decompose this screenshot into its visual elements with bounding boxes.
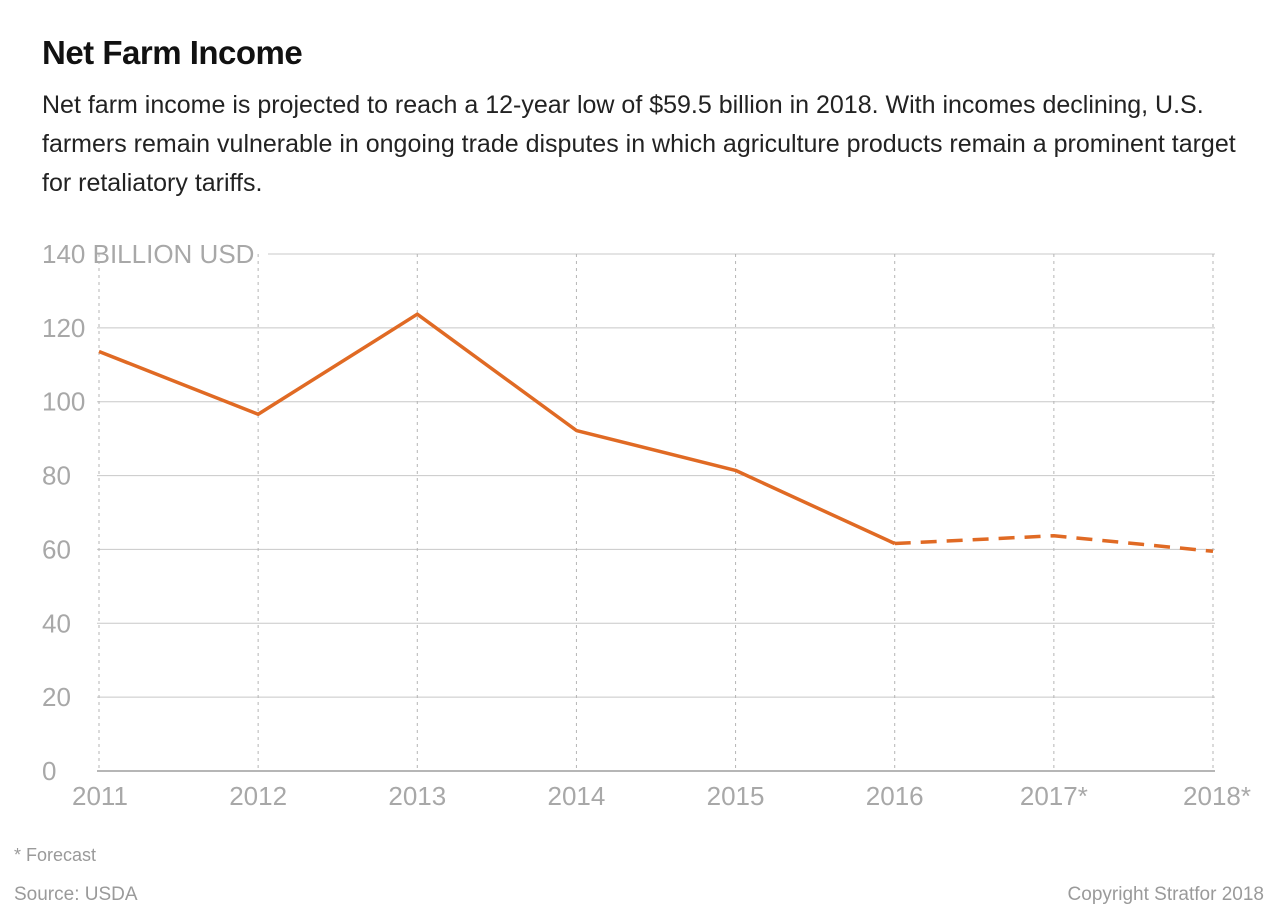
y-tick-label: 140 BILLION USD	[42, 239, 254, 269]
y-tick-label: 100	[42, 387, 85, 417]
series-line-actual	[98, 312, 896, 546]
chart-subtitle: Net farm income is projected to reach a …	[42, 91, 1236, 197]
y-tick-label: 0	[42, 756, 56, 786]
series-line-forecast	[894, 534, 1214, 554]
x-tick-label: 2011	[72, 781, 128, 811]
copyright-note: Copyright Stratfor 2018	[1067, 884, 1264, 905]
y-tick-label: 120	[42, 313, 85, 343]
x-tick-label: 2014	[548, 781, 606, 811]
source-note: Source: USDA	[14, 884, 138, 905]
x-tick-label: 2018*	[1183, 781, 1251, 811]
x-tick-label: 2016	[866, 781, 924, 811]
x-tick-label: 2015	[707, 781, 765, 811]
chart-title: Net Farm Income	[42, 34, 303, 71]
y-tick-label: 80	[42, 461, 71, 491]
y-tick-label: 20	[42, 682, 71, 712]
forecast-footnote: * Forecast	[14, 845, 97, 865]
x-tick-label: 2012	[229, 781, 287, 811]
x-tick-label: 2017*	[1020, 781, 1088, 811]
y-tick-label: 60	[42, 534, 71, 564]
x-tick-label: 2013	[388, 781, 446, 811]
y-tick-label: 40	[42, 608, 71, 638]
